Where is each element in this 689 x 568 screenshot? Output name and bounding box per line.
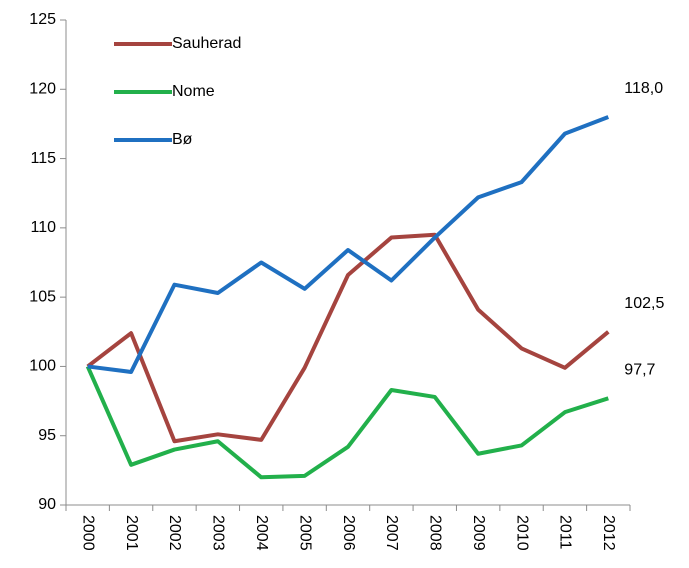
x-tick-label: 2009 — [470, 515, 487, 551]
y-tick-label: 115 — [30, 150, 56, 167]
x-tick-label: 2006 — [340, 515, 357, 551]
value-label: 118,0 — [624, 80, 663, 97]
value-label: 102,5 — [624, 295, 664, 312]
legend-label: Bø — [172, 131, 193, 148]
y-tick-label: 105 — [29, 288, 56, 305]
y-tick-label: 95 — [38, 427, 56, 444]
x-tick-label: 2004 — [253, 515, 270, 551]
series-line — [87, 115, 610, 374]
y-tick-label: 125 — [29, 11, 56, 28]
y-tick-label: 100 — [29, 358, 56, 375]
y-tick-label: 90 — [38, 496, 56, 513]
x-tick-label: 2000 — [79, 515, 96, 551]
x-tick-label: 2008 — [427, 515, 444, 551]
x-tick-label: 2001 — [123, 515, 140, 551]
x-tick-label: 2011 — [557, 515, 574, 550]
x-tick-label: 2010 — [513, 515, 530, 551]
x-tick-label: 2007 — [383, 515, 400, 551]
series-line — [85, 365, 609, 480]
x-tick-label: 2012 — [600, 515, 617, 551]
x-tick-label: 2003 — [210, 515, 227, 551]
x-tick-label: 2002 — [166, 515, 183, 551]
series-line — [86, 232, 610, 444]
x-tick-label: 2005 — [296, 515, 313, 551]
y-tick-label: 110 — [30, 219, 56, 236]
y-tick-label: 120 — [29, 81, 56, 98]
legend-label: Sauherad — [172, 35, 241, 52]
value-label: 97,7 — [624, 362, 655, 379]
legend-label: Nome — [172, 83, 215, 100]
